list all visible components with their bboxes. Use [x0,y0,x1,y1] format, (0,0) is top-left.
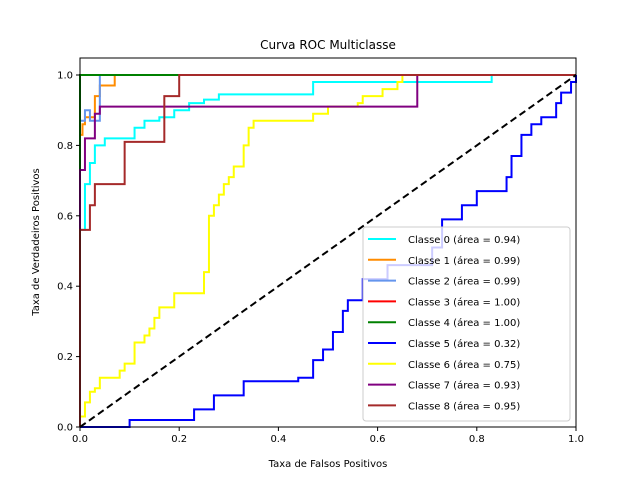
legend-label-7: Classe 7 (área = 0.93) [408,380,520,392]
chart-title: Curva ROC Multiclasse [260,38,396,52]
legend-box [362,226,571,422]
x-axis: 0.0 0.2 0.4 0.6 0.8 1.0 [72,427,584,445]
x-tick-label: 1.0 [568,434,584,445]
x-tick-label: 0.6 [370,434,386,445]
legend-label-4: Classe 4 (área = 1.00) [408,317,520,329]
x-axis-label: Taxa de Falsos Positivos [268,459,388,470]
roc-series-line-8 [79,74,576,427]
legend: Classe 0 (área = 0.94) Classe 1 (área = 0… [362,226,571,422]
roc-series-line-0 [79,74,576,427]
legend-label-8: Classe 8 (área = 0.95) [408,400,520,412]
x-tick-label: 0.4 [270,434,286,445]
y-tick-label: 0.4 [57,282,73,293]
x-tick-label: 0.0 [72,434,88,445]
y-tick-label: 0.6 [57,211,73,222]
roc-series-line-7 [79,74,576,427]
legend-label-6: Classe 6 (área = 0.75) [408,359,520,371]
x-tick-label: 0.2 [171,434,187,445]
legend-label-3: Classe 3 (área = 1.00) [408,296,520,308]
legend-items: Classe 0 (área = 0.94) Classe 1 (área = 0… [368,234,520,412]
y-tick-label: 0.8 [57,141,73,152]
y-tick-label: 0.0 [57,423,73,434]
y-tick-label: 0.2 [57,352,73,363]
plot-frame [79,57,577,428]
y-tick-label: 1.0 [57,71,73,82]
y-axis: 0.0 0.2 0.4 0.6 0.8 1.0 [57,71,80,434]
legend-label-1: Classe 1 (área = 0.99) [408,255,520,267]
x-tick-label: 0.8 [469,434,485,445]
legend-label-0: Classe 0 (área = 0.94) [408,234,520,246]
legend-label-5: Classe 5 (área = 0.32) [408,338,520,350]
y-axis-label: Taxa de Verdadeiros Positivos [31,168,42,317]
roc-series-line-2 [79,74,576,427]
diagonal-reference-line [79,74,577,428]
legend-label-2: Classe 2 (área = 0.99) [408,276,520,288]
